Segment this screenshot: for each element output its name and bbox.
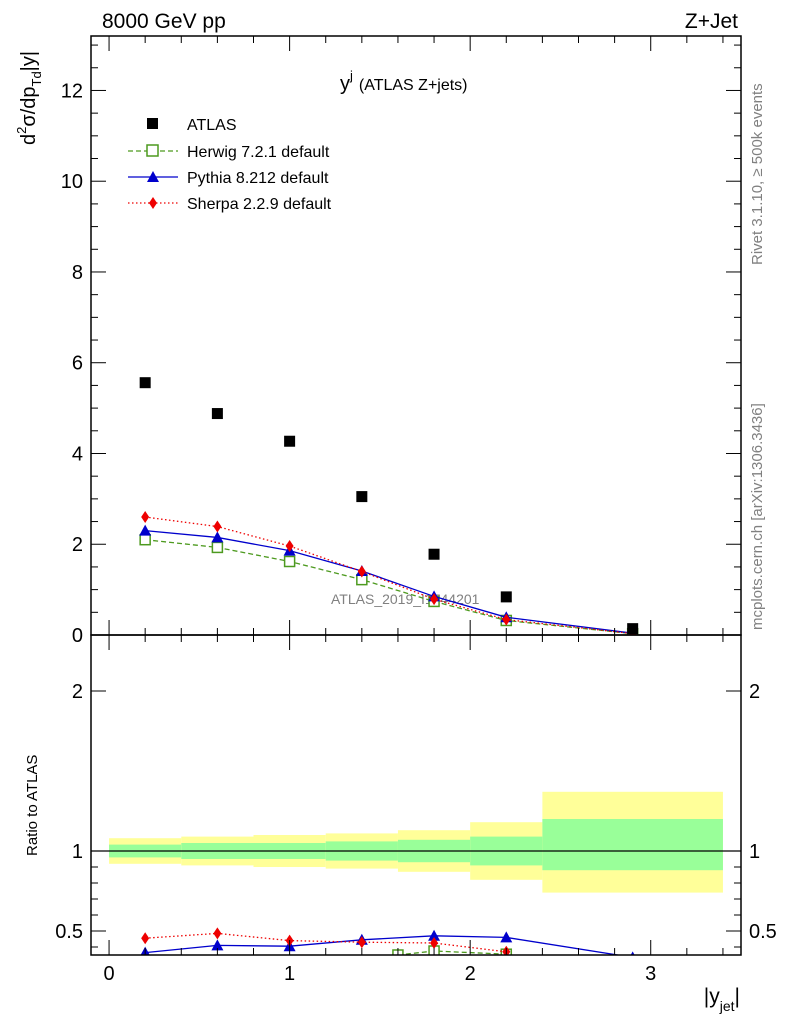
atlas-main-point xyxy=(211,408,223,420)
ratio-panel-frame xyxy=(90,634,742,956)
legend-atlas-marker xyxy=(147,118,158,129)
x-tick-label: 3 xyxy=(645,963,656,985)
sherpa-ratio-point xyxy=(357,936,366,949)
mcplots-label: mcplots.cern.ch [arXiv:1306.3436] xyxy=(749,403,766,630)
x-tick-label: 2 xyxy=(465,963,476,985)
legend-herwig-marker xyxy=(146,144,159,157)
plot-title: yj(ATLAS Z+jets) xyxy=(340,68,468,95)
process-label: Z+Jet xyxy=(685,10,738,33)
ratio-band-inner xyxy=(542,819,723,871)
sherpa-main-point xyxy=(213,520,222,533)
main-y-tick-label: 6 xyxy=(72,353,83,375)
ratio-uncertainty-bands xyxy=(91,791,741,893)
axis-ticks xyxy=(91,36,741,955)
main-y-tick-label: 8 xyxy=(72,262,83,284)
sherpa-ratio-point xyxy=(141,932,150,945)
legend-pythia-label: Pythia 8.212 default xyxy=(187,170,329,187)
ratio-y-axis-label: Ratio to ATLAS xyxy=(24,755,41,856)
legend-pythia-marker xyxy=(147,171,159,182)
herwig-main-line xyxy=(145,539,633,635)
atlas-main-point xyxy=(356,491,368,503)
pythia-ratio-point xyxy=(211,939,224,951)
legend-herwig-label: Herwig 7.2.1 default xyxy=(187,144,330,161)
x-axis-label: |yjet| xyxy=(704,985,740,1014)
pythia-ratio-point xyxy=(428,929,441,941)
sherpa-main-point xyxy=(141,511,150,524)
ratio-y-tick-label-right: 0.5 xyxy=(749,921,777,943)
ratio-series-layer xyxy=(140,927,635,955)
atlas-main-point xyxy=(500,591,512,603)
main-y-axis-label: d2σ/dpTd|y| xyxy=(14,51,44,145)
rivet-label: Rivet 3.1.10, ≥ 500k events xyxy=(749,83,766,265)
sherpa-ratio-point xyxy=(213,927,222,940)
sherpa-main-point xyxy=(285,540,294,553)
ratio-y-tick-label-left: 0.5 xyxy=(55,921,83,943)
herwig-main-point xyxy=(283,555,296,568)
legend-sherpa-marker xyxy=(149,197,157,209)
legend-sherpa-label: Sherpa 2.2.9 default xyxy=(187,196,332,213)
atlas-main-point xyxy=(627,623,639,635)
atlas-main-point xyxy=(139,377,151,389)
ratio-y-tick-label-left: 1 xyxy=(72,841,83,863)
ratio-y-tick-label-left: 2 xyxy=(72,681,83,703)
herwig-main-point xyxy=(211,541,224,554)
sherpa-main-point xyxy=(502,613,511,626)
main-y-tick-label: 12 xyxy=(61,80,83,102)
ratio-y-tick-label-right: 1 xyxy=(749,841,760,863)
atlas-main-point xyxy=(284,435,296,447)
legend: ATLAS Herwig 7.2.1 default Pythia 8.212 … xyxy=(128,117,332,213)
main-y-tick-label: 4 xyxy=(72,443,83,465)
sherpa-ratio-point xyxy=(430,937,439,949)
sherpa-main-point xyxy=(357,565,366,578)
ratio-y-tick-label-right: 2 xyxy=(749,681,760,703)
main-y-tick-label: 10 xyxy=(61,171,83,193)
x-tick-label: 1 xyxy=(284,963,295,985)
pythia-main-point xyxy=(211,531,224,543)
sherpa-main-point xyxy=(430,593,439,606)
main-y-tick-label: 0 xyxy=(72,625,83,647)
herwig-main-point xyxy=(139,533,151,546)
pythia-ratio-point xyxy=(630,951,635,955)
pythia-ratio-point xyxy=(500,931,513,943)
main-series-layer xyxy=(139,377,639,635)
legend-atlas-label: ATLAS xyxy=(187,117,237,134)
sherpa-ratio-line xyxy=(145,932,507,953)
atlas-main-point xyxy=(428,548,440,560)
x-tick-label: 0 xyxy=(103,963,114,985)
energy-label: 8000 GeV pp xyxy=(102,10,226,33)
pythia-main-point xyxy=(139,524,152,536)
main-y-tick-label: 2 xyxy=(72,534,83,556)
